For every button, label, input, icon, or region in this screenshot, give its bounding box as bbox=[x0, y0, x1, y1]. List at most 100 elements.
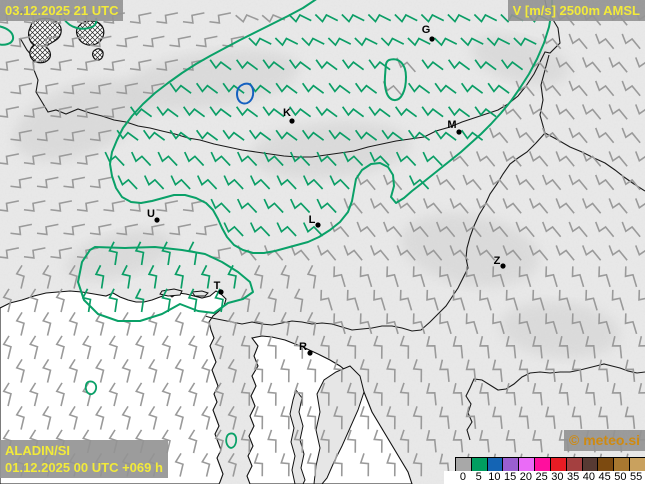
wind-barb bbox=[50, 106, 73, 118]
wind-barb bbox=[608, 198, 628, 214]
wind-barb bbox=[611, 382, 623, 406]
wind-barb bbox=[237, 245, 257, 261]
wind-barb bbox=[568, 127, 588, 144]
wind-barb bbox=[545, 406, 556, 429]
wind-barb bbox=[288, 59, 312, 71]
wind-barb bbox=[611, 289, 625, 311]
city-marker-L: L bbox=[309, 214, 321, 228]
wind-barb bbox=[0, 59, 20, 71]
wind-barb bbox=[434, 129, 457, 141]
wind-barb bbox=[634, 104, 645, 120]
scale-swatch-35 bbox=[566, 458, 583, 473]
wind-barb bbox=[156, 59, 179, 71]
wind-barb bbox=[585, 382, 596, 406]
wind-barb bbox=[188, 429, 198, 454]
wind-barb bbox=[10, 129, 33, 142]
scale-swatch-10 bbox=[487, 458, 504, 473]
wind-barb bbox=[475, 198, 496, 214]
wind-barb bbox=[558, 335, 570, 359]
wind-barb bbox=[280, 453, 290, 477]
wind-barb bbox=[528, 104, 549, 120]
isotach-contour-small bbox=[0, 25, 15, 46]
wind-barb bbox=[500, 59, 524, 71]
wind-barb bbox=[594, 33, 615, 50]
city-label: L bbox=[309, 214, 316, 226]
wind-barb bbox=[571, 359, 583, 382]
wind-barb bbox=[195, 223, 218, 236]
wind-barb bbox=[346, 335, 357, 359]
wind-barb bbox=[608, 57, 628, 73]
wind-barb bbox=[492, 266, 505, 288]
wind-barb bbox=[474, 106, 497, 118]
wind-barb bbox=[373, 289, 386, 311]
wind-barb bbox=[314, 13, 339, 23]
wind-barb bbox=[209, 12, 232, 24]
wind-barb bbox=[50, 59, 73, 71]
wind-barb bbox=[354, 129, 378, 141]
wind-barb bbox=[479, 335, 490, 359]
wind-barb bbox=[386, 313, 399, 335]
wind-barb bbox=[386, 453, 396, 477]
wind-barb bbox=[142, 35, 165, 48]
wind-barb bbox=[262, 59, 285, 71]
city-label: U bbox=[147, 208, 155, 220]
wind-barb bbox=[502, 245, 522, 261]
wind-barb bbox=[475, 151, 496, 167]
scale-tick-label: 45 bbox=[598, 471, 611, 483]
wind-barb bbox=[280, 406, 290, 430]
wind-barb bbox=[608, 151, 628, 167]
isotach-contour-small bbox=[84, 380, 98, 396]
wind-barb bbox=[359, 313, 373, 335]
wind-barb bbox=[63, 82, 86, 95]
wind-barb bbox=[327, 37, 352, 47]
wind-barb bbox=[135, 382, 145, 407]
wind-barb bbox=[581, 151, 602, 167]
wind-barb bbox=[492, 313, 505, 335]
wind-barb bbox=[624, 359, 636, 382]
wind-barb bbox=[399, 382, 410, 406]
wind-barb bbox=[465, 359, 477, 382]
wind-barb bbox=[528, 198, 549, 214]
wind-barb bbox=[183, 151, 205, 167]
wind-barb bbox=[89, 176, 112, 189]
wind-barb bbox=[409, 221, 429, 238]
wind-barb bbox=[320, 382, 330, 406]
wind-barb bbox=[227, 452, 237, 477]
wind-barb bbox=[301, 129, 325, 141]
wind-barb bbox=[515, 221, 535, 238]
wind-barb bbox=[492, 406, 503, 429]
wind-barb bbox=[320, 429, 330, 453]
wind-barb bbox=[342, 151, 364, 167]
wind-barb bbox=[316, 245, 337, 261]
wind-barb bbox=[94, 264, 105, 289]
wind-barb bbox=[142, 223, 165, 236]
wind-barb bbox=[439, 406, 450, 429]
wind-barb bbox=[188, 335, 198, 360]
wind-barb bbox=[407, 82, 431, 94]
wind-barb bbox=[621, 80, 641, 97]
wind-barb bbox=[104, 151, 125, 167]
wind-barb bbox=[174, 405, 184, 430]
wind-barb bbox=[248, 129, 272, 141]
wind-barb bbox=[263, 198, 284, 214]
wind-barb bbox=[240, 288, 251, 313]
wind-barb bbox=[571, 313, 585, 335]
wind-barb bbox=[465, 406, 477, 429]
wind-barb bbox=[103, 59, 126, 71]
wind-barb bbox=[465, 313, 479, 335]
country-border bbox=[539, 54, 550, 134]
wind-barb bbox=[227, 264, 237, 289]
wind-barb bbox=[29, 382, 39, 407]
wind-barb bbox=[130, 151, 152, 167]
wind-barb bbox=[236, 151, 258, 167]
wind-barb bbox=[267, 382, 277, 406]
wind-barb bbox=[532, 335, 543, 359]
wind-barb bbox=[261, 13, 286, 24]
city-dot bbox=[429, 36, 435, 42]
wind-barb bbox=[608, 104, 628, 120]
wind-barb bbox=[29, 288, 39, 313]
wind-barb bbox=[333, 406, 343, 430]
wind-barb bbox=[267, 288, 277, 313]
wind-barb bbox=[289, 151, 311, 167]
